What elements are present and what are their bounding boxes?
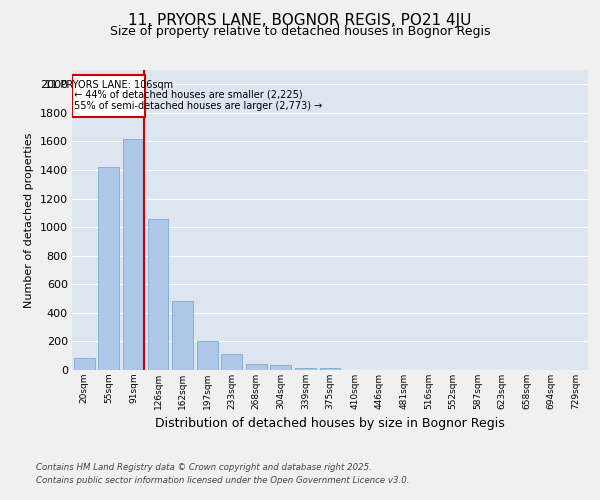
Bar [123,138,144,370]
Bar [295,368,316,370]
Text: 11, PRYORS LANE, BOGNOR REGIS, PO21 4JU: 11, PRYORS LANE, BOGNOR REGIS, PO21 4JU [128,12,472,28]
Bar [246,364,267,370]
Bar [320,368,340,370]
Text: ← 44% of detached houses are smaller (2,225): ← 44% of detached houses are smaller (2,… [74,90,303,100]
FancyBboxPatch shape [73,74,145,116]
Y-axis label: Number of detached properties: Number of detached properties [24,132,34,308]
Text: Contains HM Land Registry data © Crown copyright and database right 2025.: Contains HM Land Registry data © Crown c… [36,462,372,471]
Text: Contains public sector information licensed under the Open Government Licence v3: Contains public sector information licen… [36,476,409,485]
Bar [98,167,119,370]
Bar [148,218,169,370]
Bar [172,302,193,370]
Bar [221,354,242,370]
Text: 11 PRYORS LANE: 106sqm: 11 PRYORS LANE: 106sqm [45,80,173,90]
Bar [197,340,218,370]
Text: 55% of semi-detached houses are larger (2,773) →: 55% of semi-detached houses are larger (… [74,101,323,111]
Bar [271,365,292,370]
Text: Size of property relative to detached houses in Bognor Regis: Size of property relative to detached ho… [110,25,490,38]
X-axis label: Distribution of detached houses by size in Bognor Regis: Distribution of detached houses by size … [155,418,505,430]
Bar [74,358,95,370]
